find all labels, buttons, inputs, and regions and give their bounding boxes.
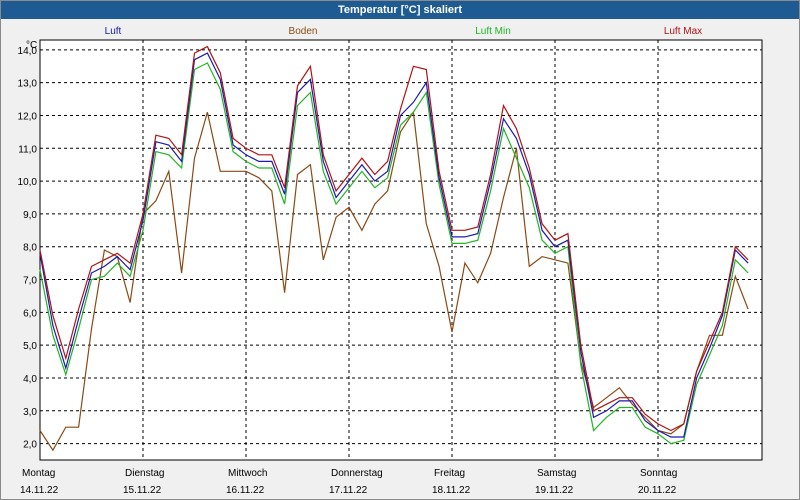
x-tick-day: Sonntag bbox=[640, 468, 677, 479]
y-axis-unit: °C bbox=[26, 40, 37, 51]
y-tick-label: 11,0 bbox=[18, 144, 37, 155]
x-tick-date: 19.11.22 bbox=[535, 485, 574, 496]
plot-area bbox=[39, 39, 763, 461]
x-tick-date: 17.11.22 bbox=[329, 485, 368, 496]
x-tick-date: 20.11.22 bbox=[638, 485, 677, 496]
y-axis: °C 2,0 3,0 4,0 5,0 6,0 7,0 8,0 9,0 10,0 11,0 12,0 13… bbox=[18, 40, 38, 451]
y-tick-label: 13,0 bbox=[18, 79, 38, 90]
y-tick-label: 2,0 bbox=[23, 440, 37, 451]
series-line-luft-max bbox=[39, 45, 749, 432]
series-line-luft-min bbox=[39, 62, 749, 445]
y-tick-label: 6,0 bbox=[23, 308, 37, 319]
y-tick-label: 9,0 bbox=[23, 210, 37, 221]
x-tick-day: Dienstag bbox=[125, 468, 164, 479]
y-tick-label: 12,0 bbox=[18, 111, 38, 122]
y-tick-label: 4,0 bbox=[23, 374, 37, 385]
y-tick-label: 14,0 bbox=[18, 46, 38, 57]
x-tick-date: 14.11.22 bbox=[20, 485, 59, 496]
x-tick-date: 18.11.22 bbox=[432, 485, 471, 496]
x-tick-day: Donnerstag bbox=[331, 468, 383, 479]
y-tick-label: 5,0 bbox=[23, 341, 37, 352]
series-lines bbox=[39, 45, 749, 452]
y-tick-label: 3,0 bbox=[23, 407, 37, 418]
x-tick-date: 16.11.22 bbox=[226, 485, 265, 496]
chart-title: Temperatur [°C] skaliert bbox=[1, 1, 799, 19]
x-tick-day: Mittwoch bbox=[228, 468, 267, 479]
x-tick-date: 15.11.22 bbox=[123, 485, 162, 496]
x-tick-day: Samstag bbox=[537, 468, 576, 479]
legend-entry: Luft bbox=[105, 26, 122, 37]
y-tick-label: 7,0 bbox=[23, 276, 37, 287]
legend-entry: Luft Max bbox=[664, 26, 702, 37]
x-axis: Montag 14.11.22 Dienstag 15.11.22 Mittwoch 16… bbox=[20, 468, 677, 496]
x-tick-day: Montag bbox=[22, 468, 55, 479]
series-line-luft bbox=[39, 52, 749, 438]
legend-entry: Boden bbox=[289, 26, 318, 37]
legend: Luft Boden Luft Min Luft Max bbox=[105, 26, 703, 37]
legend-entry: Luft Min bbox=[475, 26, 511, 37]
grid-lines bbox=[40, 40, 762, 460]
x-tick-day: Freitag bbox=[434, 468, 465, 479]
y-tick-label: 10,0 bbox=[18, 177, 38, 188]
y-tick-label: 8,0 bbox=[23, 243, 37, 254]
